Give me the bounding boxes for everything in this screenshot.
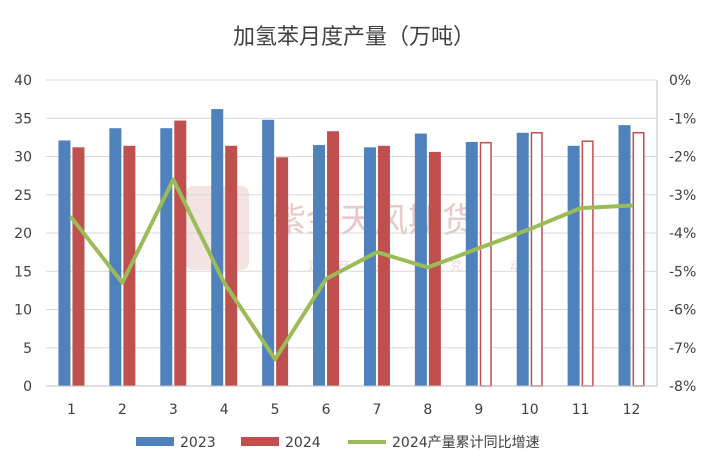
bar-2023 xyxy=(262,119,275,386)
legend-swatch xyxy=(136,437,174,446)
y-right-tick-label: -6% xyxy=(669,303,696,319)
legend-label: 2023 xyxy=(180,435,216,451)
bar-2023 xyxy=(363,147,376,386)
legend-label: 2024 xyxy=(285,435,321,451)
bar-2023 xyxy=(58,140,71,386)
x-tick-label: 3 xyxy=(169,402,178,418)
y-right-tick-label: -2% xyxy=(669,150,696,166)
bar-series xyxy=(58,109,645,387)
y-left-tick-label: 0 xyxy=(23,379,32,395)
y-left-tick-label: 15 xyxy=(14,264,32,280)
y-left-tick-label: 25 xyxy=(14,188,32,204)
y-left-tick-label: 40 xyxy=(14,73,32,89)
bar-2024-forecast xyxy=(530,132,543,387)
y-right-tick-label: -3% xyxy=(669,188,696,204)
x-tick-label: 12 xyxy=(623,402,641,418)
x-tick-label: 11 xyxy=(572,402,590,418)
bar-2023 xyxy=(618,125,631,386)
bar-2023 xyxy=(109,128,122,386)
bar-2024-forecast xyxy=(581,140,594,387)
bar-2023 xyxy=(313,145,326,386)
bar-2023 xyxy=(516,132,529,386)
y-left-tick-labels: 0 5 10 15 20 25 30 35 40 xyxy=(14,73,32,395)
bar-2023 xyxy=(160,128,173,386)
bar-2024 xyxy=(428,151,441,386)
y-right-tick-label: -5% xyxy=(669,264,696,280)
x-tick-label: 2 xyxy=(118,402,127,418)
y-left-tick-label: 20 xyxy=(14,226,32,242)
legend: 2023 2024 2024产量累计同比增速 xyxy=(136,435,540,451)
bar-2024 xyxy=(72,147,85,386)
x-tick-label: 7 xyxy=(372,402,381,418)
x-tick-label: 9 xyxy=(474,402,483,418)
bar-2023 xyxy=(465,141,478,386)
legend-label: 2024产量累计同比增速 xyxy=(392,435,540,451)
x-tick-label: 8 xyxy=(423,402,432,418)
bar-2023 xyxy=(567,145,580,386)
bar-2024 xyxy=(327,131,340,386)
y-left-tick-label: 5 xyxy=(23,341,32,357)
y-right-tick-label: 0% xyxy=(669,73,691,89)
y-right-tick-label: -1% xyxy=(669,111,696,127)
bar-2024-forecast xyxy=(479,141,492,387)
bar-2024 xyxy=(276,157,289,386)
x-tick-labels: 1 2 3 4 5 6 7 8 9 10 11 12 xyxy=(67,402,640,418)
y-left-tick-label: 30 xyxy=(14,150,32,166)
gridlines xyxy=(46,79,657,387)
y-right-tick-label: -7% xyxy=(669,341,696,357)
line-series xyxy=(69,177,634,362)
x-tick-label: 6 xyxy=(322,402,331,418)
legend-swatch xyxy=(241,437,279,446)
y-left-tick-label: 10 xyxy=(14,303,32,319)
bar-2024 xyxy=(174,120,187,387)
line-2024-cumulative-yoy xyxy=(69,177,634,362)
bar-2024 xyxy=(377,145,390,386)
y-right-tick-label: -8% xyxy=(669,379,696,395)
y-right-tick-labels: -8% -7% -6% -5% -4% -3% -2% -1% 0% xyxy=(669,73,696,395)
x-tick-label: 4 xyxy=(220,402,229,418)
y-right-tick-label: -4% xyxy=(669,226,696,242)
x-tick-label: 1 xyxy=(67,402,76,418)
y-left-tick-label: 35 xyxy=(14,111,32,127)
x-tick-label: 10 xyxy=(521,402,539,418)
bar-2023 xyxy=(414,133,427,386)
bar-2023 xyxy=(211,109,224,386)
bar-2024 xyxy=(225,145,238,386)
chart-title: 加氢苯月度产量（万吨） xyxy=(233,25,475,50)
x-tick-label: 5 xyxy=(271,402,280,418)
bar-2024-forecast xyxy=(632,132,645,387)
axes xyxy=(46,80,658,387)
